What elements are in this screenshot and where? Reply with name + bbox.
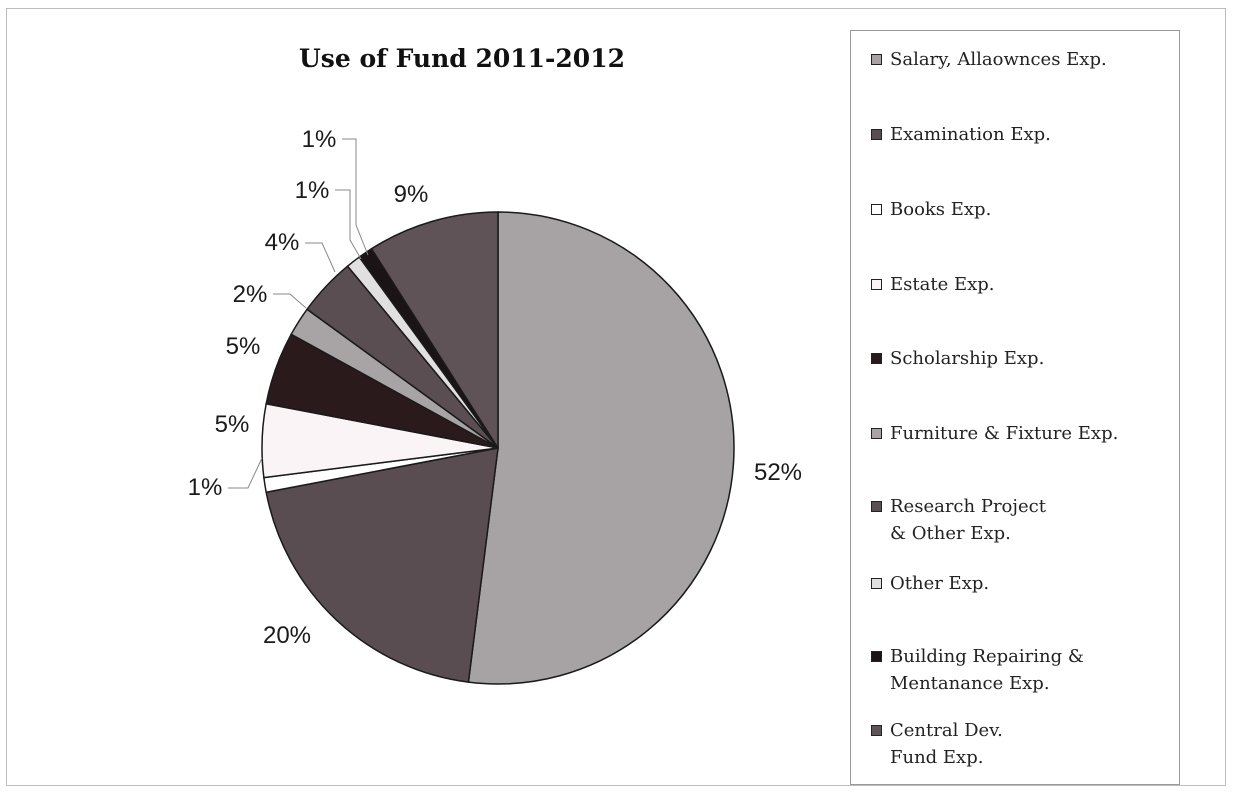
legend-label: Furniture & Fixture Exp.: [890, 423, 1119, 444]
legend-item: Scholarship Exp.: [871, 345, 1044, 372]
legend-swatch: [871, 129, 882, 140]
slice-percent-label: 1%: [295, 177, 330, 204]
legend-swatch: [871, 204, 882, 215]
pie-slice: [265, 447, 499, 683]
slice-percent-label: 4%: [265, 229, 300, 256]
slice-percent-label: 5%: [215, 411, 250, 438]
slice-percent-label: 9%: [394, 181, 429, 208]
legend-swatch: [871, 428, 882, 439]
legend-label: Books Exp.: [890, 199, 992, 220]
legend-swatch: [871, 578, 882, 589]
legend-label: Examination Exp.: [890, 124, 1051, 145]
legend-swatch: [871, 353, 882, 364]
legend-swatch: [871, 725, 882, 736]
leader-line: [335, 189, 362, 260]
legend-label: Salary, Allaownces Exp.: [890, 49, 1107, 70]
legend-item: Salary, Allaownces Exp.: [871, 46, 1107, 73]
legend-label: Building Repairing & Mentanance Exp.: [890, 646, 1084, 694]
slice-percent-label: 20%: [263, 622, 311, 649]
legend-label: Other Exp.: [890, 573, 990, 594]
chart-title: Use of Fund 2011-2012: [299, 44, 625, 73]
legend-swatch: [871, 501, 882, 512]
legend-item: Building Repairing & Mentanance Exp.: [871, 643, 1084, 697]
slice-percent-label: 5%: [226, 333, 261, 360]
leader-line: [342, 138, 369, 256]
legend-item: Research Project & Other Exp.: [871, 493, 1046, 547]
slice-percent-label: 1%: [302, 126, 337, 153]
leader-line: [273, 293, 307, 309]
legend-label: Central Dev. Fund Exp.: [890, 720, 1003, 768]
slice-percent-label: 52%: [754, 459, 802, 486]
slice-percent-label: 1%: [188, 474, 223, 501]
leader-line: [305, 242, 336, 273]
legend-item: Examination Exp.: [871, 121, 1051, 148]
legend-label: Scholarship Exp.: [890, 348, 1045, 369]
legend: Salary, Allaownces Exp. Examination Exp. B…: [850, 30, 1180, 785]
legend-item: Estate Exp.: [871, 271, 994, 298]
pie-chart: Use of Fund 2011-2012 52% 20% 1% 5% 5% 2% 4% 1%…: [188, 44, 802, 685]
legend-item: Books Exp.: [871, 196, 991, 223]
slice-percent-label: 2%: [233, 281, 268, 308]
legend-item: Furniture & Fixture Exp.: [871, 420, 1118, 447]
legend-swatch: [871, 54, 882, 65]
leader-line: [228, 457, 263, 489]
legend-label: Research Project & Other Exp.: [890, 496, 1046, 544]
pie-slice: [467, 211, 735, 685]
legend-item: Other Exp.: [871, 570, 989, 597]
legend-swatch: [871, 651, 882, 662]
legend-label: Estate Exp.: [890, 274, 995, 295]
legend-item: Central Dev. Fund Exp.: [871, 717, 1003, 771]
legend-swatch: [871, 279, 882, 290]
pie-slice: [370, 211, 499, 451]
